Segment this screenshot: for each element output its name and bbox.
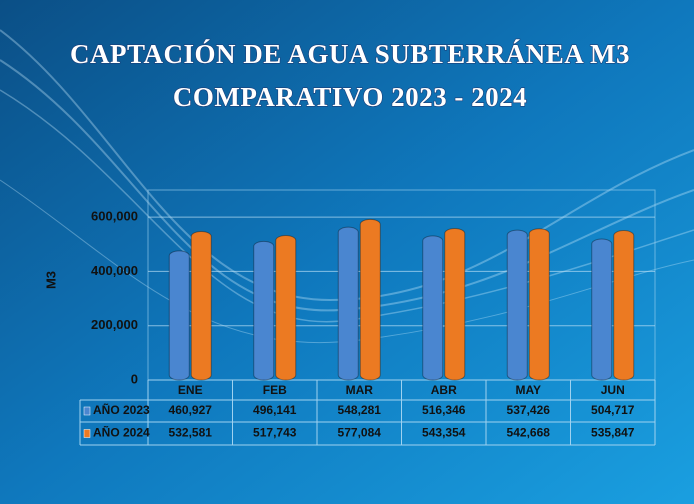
data-table-value: 460,927 — [169, 403, 213, 417]
data-table-value: 516,346 — [422, 403, 466, 417]
y-tick-label: 400,000 — [91, 263, 138, 278]
bar — [191, 231, 211, 380]
bar — [507, 230, 527, 380]
chart-subtitle: COMPARATIVO 2023 - 2024 — [173, 82, 527, 112]
data-table-value: 532,581 — [169, 426, 213, 440]
y-tick-label: 600,000 — [91, 209, 138, 224]
bar — [592, 239, 612, 380]
x-tick-label: MAY — [515, 383, 541, 397]
legend-swatch — [84, 430, 90, 438]
bar — [169, 251, 189, 380]
bar — [445, 229, 465, 380]
data-table-value: 537,426 — [507, 403, 551, 417]
bar — [423, 236, 443, 380]
data-table-value: 577,084 — [338, 426, 382, 440]
data-table-value: 517,743 — [253, 426, 297, 440]
x-tick-label: MAR — [346, 383, 374, 397]
data-table-value: 542,668 — [507, 426, 551, 440]
y-axis-label: M3 — [43, 271, 58, 289]
data-table-value: 548,281 — [338, 403, 382, 417]
legend-label: AÑO 2024 — [93, 425, 150, 440]
bar — [529, 229, 549, 380]
bar — [338, 227, 358, 380]
bar — [254, 241, 274, 380]
legend-swatch — [84, 407, 90, 415]
x-tick-label: FEB — [263, 383, 287, 397]
data-table-value: 535,847 — [591, 426, 635, 440]
legend-label: AÑO 2023 — [93, 402, 150, 417]
data-table-value: 504,717 — [591, 403, 635, 417]
data-table-value: 496,141 — [253, 403, 297, 417]
bar — [614, 231, 634, 380]
x-tick-label: ABR — [431, 383, 457, 397]
x-tick-label: JUN — [601, 383, 625, 397]
chart: CAPTACIÓN DE AGUA SUBTERRÁNEA M3 COMPARA… — [0, 0, 694, 504]
chart-title: CAPTACIÓN DE AGUA SUBTERRÁNEA M3 — [70, 39, 630, 69]
y-tick-label: 0 — [131, 371, 138, 386]
y-tick-label: 200,000 — [91, 317, 138, 332]
data-table-value: 543,354 — [422, 426, 466, 440]
bar — [276, 235, 296, 380]
bar — [360, 219, 380, 380]
x-tick-label: ENE — [178, 383, 203, 397]
